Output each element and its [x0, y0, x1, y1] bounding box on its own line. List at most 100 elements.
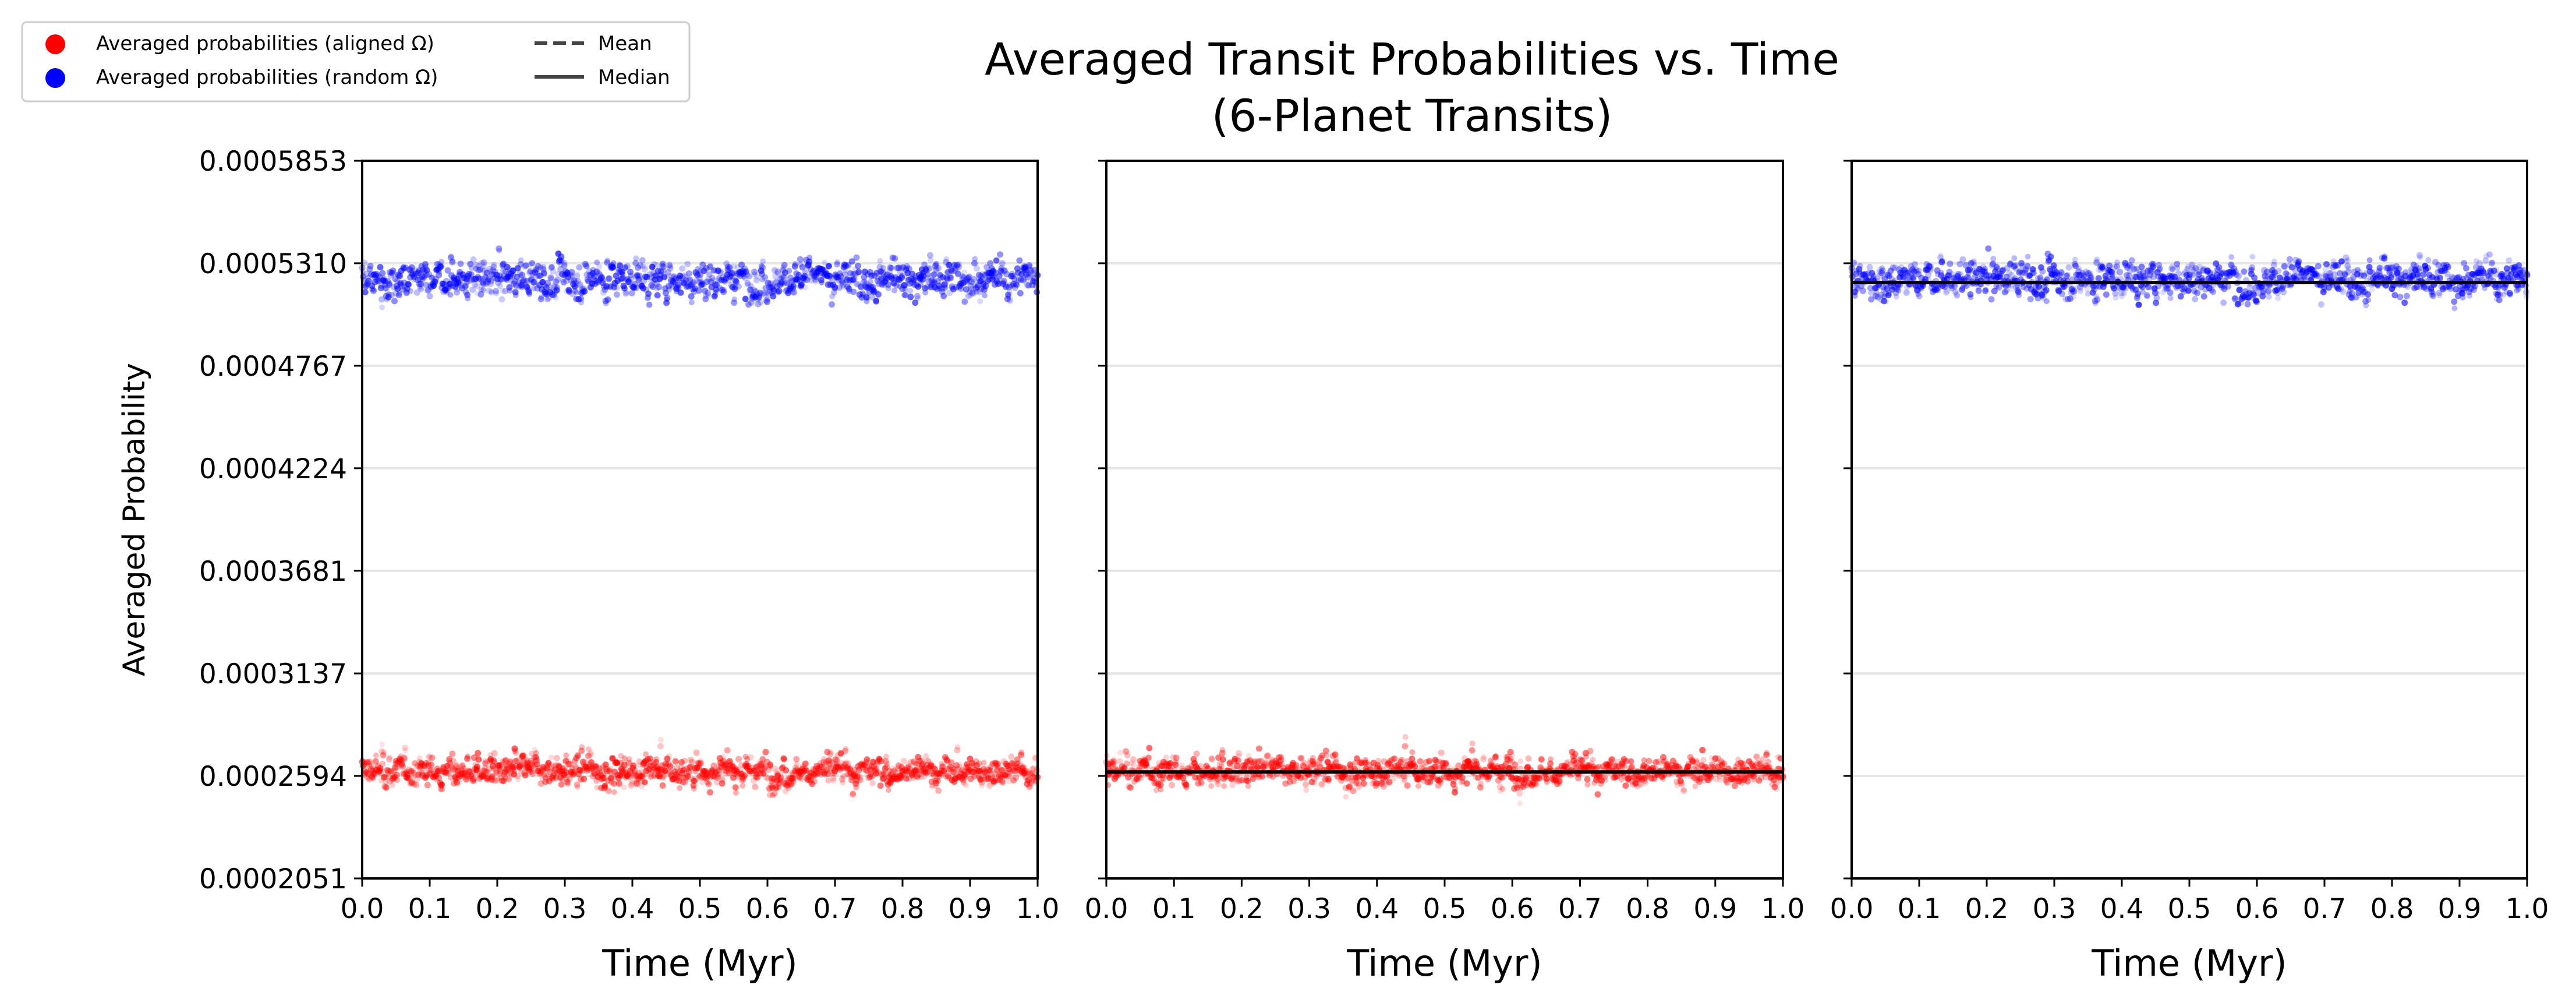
data-point: [610, 260, 617, 266]
data-point: [773, 777, 780, 784]
data-point: [628, 769, 634, 776]
data-point: [595, 769, 601, 776]
data-point: [384, 770, 391, 777]
data-point: [837, 762, 843, 768]
data-point: [838, 751, 844, 757]
data-point: [606, 767, 613, 774]
data-point: [602, 782, 608, 789]
data-point: [588, 750, 594, 756]
data-point: [1982, 266, 1988, 272]
data-point: [1990, 256, 1997, 262]
data-point: [790, 772, 797, 779]
data-point: [413, 782, 420, 788]
data-point: [1774, 786, 1779, 792]
x-tick-label: 0.6: [746, 893, 790, 925]
data-point: [666, 753, 673, 759]
data-point: [763, 774, 770, 781]
data-point: [814, 768, 820, 775]
data-point: [737, 767, 744, 774]
legend: Averaged probabilities (aligned Ω) Avera…: [21, 21, 691, 103]
data-point: [639, 257, 646, 264]
data-point: [2094, 256, 2100, 263]
data-point: [698, 760, 705, 767]
data-point: [705, 772, 711, 779]
data-point: [483, 770, 490, 776]
data-point: [544, 772, 550, 778]
data-point: [683, 765, 690, 772]
data-point: [884, 761, 890, 767]
data-point: [409, 767, 416, 774]
data-point: [697, 760, 704, 767]
data-point: [480, 287, 487, 293]
data-point: [1360, 780, 1367, 787]
data-point: [1417, 758, 1424, 765]
data-point: [576, 767, 583, 774]
data-point: [561, 260, 568, 266]
data-point: [843, 759, 850, 765]
data-point: [1859, 287, 1866, 294]
data-point: [1753, 753, 1760, 760]
data-point: [387, 768, 394, 775]
data-point: [387, 754, 393, 761]
data-point: [606, 275, 613, 281]
x-tick-label: 0.3: [1287, 893, 1331, 925]
data-point: [2113, 295, 2119, 301]
data-point: [604, 296, 611, 303]
data-point: [657, 771, 663, 778]
data-point: [1333, 756, 1339, 763]
data-point: [774, 771, 780, 777]
data-point: [2048, 253, 2054, 260]
data-point: [615, 780, 622, 787]
data-point: [713, 768, 720, 775]
data-point: [433, 772, 439, 779]
data-point: [647, 759, 653, 765]
data-point: [425, 762, 431, 769]
data-point: [840, 773, 847, 779]
data-point: [954, 744, 961, 750]
data-point: [436, 767, 443, 774]
data-point: [567, 761, 574, 768]
data-point: [442, 769, 448, 775]
data-point: [679, 265, 686, 272]
data-point: [645, 769, 652, 776]
data-point: [512, 758, 519, 765]
data-point: [607, 775, 614, 782]
data-point: [2077, 288, 2083, 294]
data-point: [792, 768, 798, 775]
data-point: [614, 760, 620, 766]
data-point: [581, 288, 588, 295]
data-point: [734, 768, 741, 774]
data-point: [1303, 787, 1310, 793]
data-point: [687, 757, 694, 763]
data-point: [678, 759, 685, 766]
data-point: [639, 783, 645, 790]
data-point: [777, 774, 784, 781]
data-point: [915, 295, 921, 302]
data-point: [1548, 756, 1554, 763]
data-point: [719, 780, 726, 787]
data-point: [480, 772, 487, 779]
data-point: [1138, 775, 1145, 781]
data-point: [457, 778, 463, 785]
data-point: [380, 749, 387, 756]
data-point: [378, 748, 385, 755]
data-point: [711, 773, 718, 780]
data-point: [463, 774, 470, 781]
data-point: [504, 769, 511, 776]
data-point: [1427, 758, 1433, 765]
data-point: [706, 789, 713, 796]
data-point: [656, 773, 663, 780]
data-point: [1310, 755, 1316, 761]
data-point: [454, 779, 461, 786]
data-point: [2024, 263, 2031, 270]
data-point: [1954, 293, 1961, 299]
data-point: [660, 775, 666, 781]
data-point: [696, 773, 703, 780]
data-point: [446, 756, 453, 763]
data-point: [840, 764, 847, 771]
data-point: [685, 768, 692, 775]
data-point: [759, 762, 766, 768]
series-aligned: [359, 736, 1041, 799]
data-point: [697, 772, 703, 779]
data-point: [585, 753, 592, 759]
